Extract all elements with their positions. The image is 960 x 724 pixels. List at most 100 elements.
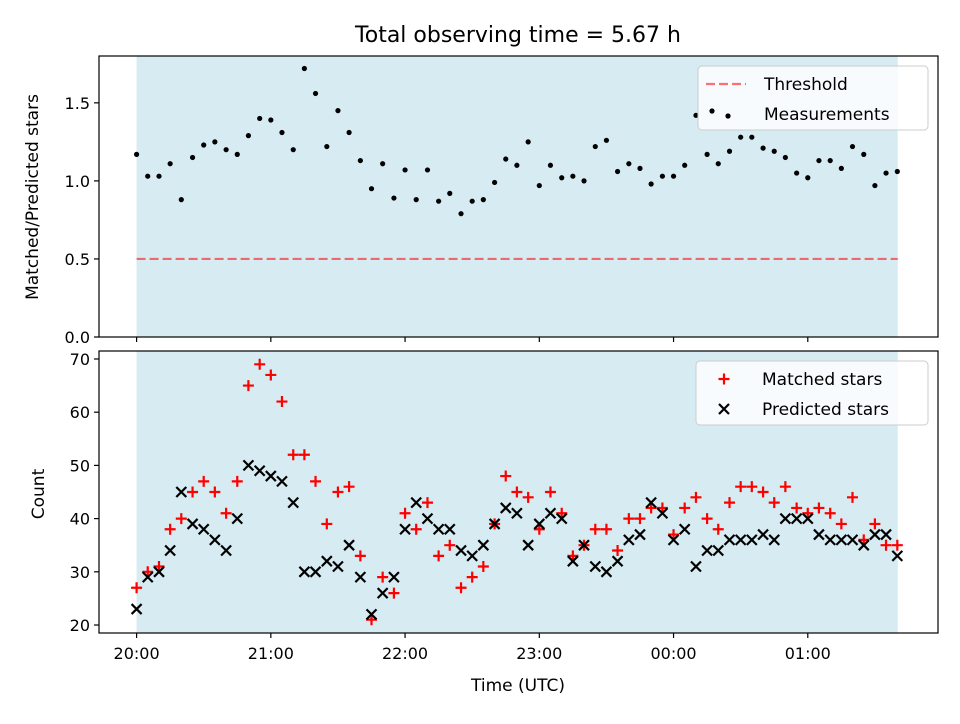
measurement-point [782,154,788,161]
measurement-point [290,147,296,153]
predicted-star-point [589,560,602,573]
measurement-point [279,129,285,136]
predicted-star-point [891,550,904,562]
matched-star-point [746,481,758,493]
legend: Threshold Measurements [697,65,929,131]
figure-title: Total observing time = 5.67 h [354,23,681,48]
bottom-panel: 20 30 40 50 60 70 20:00 21:00 22:00 23:00 00:00 01:… [70,350,939,663]
predicted-star-point [477,539,490,551]
y-ticks: 20 30 40 50 60 70 [70,350,99,635]
matched-star-point [153,560,165,572]
legend-box [697,65,929,131]
predicted-star-point [186,518,199,530]
top-y-axis-label: Matched/Predicted stars [23,94,43,300]
measurement-point [547,162,554,168]
matched-star-point [455,582,467,594]
predicted-star-point [164,544,176,557]
predicted-star-point [869,528,881,541]
predicted-star-point [298,566,311,578]
matched-star-point [791,502,803,514]
measurement-point [838,165,844,171]
measurement-point [447,190,453,196]
matched-star-point [589,523,601,535]
predicted-star-point [242,459,255,472]
matched-star-point [410,523,422,535]
x-axis-label: Time (UTC) [470,676,565,696]
legend-label: Measurements [764,105,890,125]
measurement-point [704,151,710,157]
measurement-point [514,162,520,168]
matched-star-point [276,396,288,408]
predicted-star-point [276,475,288,488]
predicted-star-point [813,528,825,541]
y-tick-label: 60 [70,403,90,422]
y-tick-label: 70 [70,350,90,369]
legend-measurement-swatch [709,108,715,114]
predicted-star-point [265,470,277,482]
measurement-point [581,178,587,184]
axes-frame [98,350,939,634]
measurement-point [324,143,330,150]
predicted-star-point [533,518,546,530]
measurement-point [794,170,800,176]
y-ticks: 0.0 0.5 1.0 1.5 [65,94,99,347]
matched-star-point [366,614,378,626]
x-tick-label: 22:00 [382,644,428,663]
measurement-point [749,134,755,140]
legend-label: Threshold [763,75,848,95]
measurement-point [536,182,542,189]
matched-star-point [656,502,668,514]
matched-star-point [612,545,624,557]
measurement-point [201,142,207,148]
matched-star-point [690,491,702,503]
y-tick-label: 0.0 [65,328,90,347]
predicted-star-point [790,512,803,525]
predicted-star-point [432,523,445,536]
matched-star-point [645,502,657,514]
predicted-star-point [634,528,646,541]
series-measurements [133,65,900,217]
measurement-point [178,197,184,203]
matched-star-point [846,491,858,503]
legend-matched-swatch [718,373,730,385]
predicted-star-point [522,539,534,551]
measurement-point [738,134,744,140]
predicted-star-point [511,507,523,520]
matched-star-point [679,502,691,514]
predicted-star-point [141,571,154,583]
matched-star-point [131,582,143,594]
matched-star-point [802,507,814,519]
measurement-point [816,157,822,164]
matched-star-point [522,491,534,503]
measurement-point [402,167,408,173]
measurement-point [559,175,565,181]
matched-star-point [869,518,881,530]
measurement-point [234,151,240,157]
matched-star-point [757,486,769,498]
matched-star-point [500,470,512,482]
matched-star-point [813,502,825,514]
matched-star-point [388,587,400,599]
x-ticks: 20:00 21:00 22:00 23:00 00:00 01:00 [114,633,831,663]
measurement-point [257,115,263,122]
predicted-star-point [746,534,758,546]
matched-star-point [433,550,445,562]
matched-star-point [421,497,433,509]
measurement-point [212,139,218,145]
predicted-star-point [455,544,467,557]
measurement-point [570,173,576,179]
measurement-point [637,165,643,171]
matched-star-point [209,486,221,498]
matched-star-point [891,539,903,551]
predicted-star-point [623,534,635,546]
matched-star-point [332,486,344,498]
measurement-point [670,173,677,179]
axes-frame [98,55,939,338]
y-tick-label: 50 [70,456,90,475]
measurement-point [301,65,307,72]
matched-star-point [556,507,568,519]
matched-star-point [477,560,489,572]
measurement-point [436,198,442,204]
matched-star-point [220,507,232,519]
predicted-star-point [544,507,557,520]
